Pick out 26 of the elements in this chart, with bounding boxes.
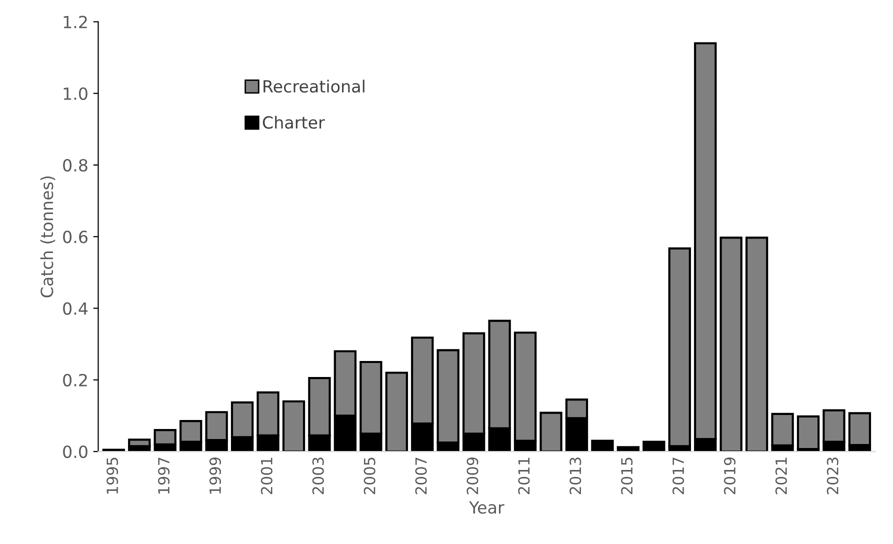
x-tick-label: 2005 — [364, 458, 376, 494]
x-tick-label: 2021 — [775, 458, 787, 494]
x-axis-title: Year — [469, 501, 504, 514]
x-tick-label: 2011 — [518, 458, 530, 494]
x-tick-label: 2003 — [312, 458, 324, 494]
x-tick-label: 1997 — [158, 458, 170, 494]
x-tick-label: 2023 — [826, 458, 838, 494]
x-tick-label: 2017 — [672, 458, 684, 494]
legend-label: Recreational — [264, 80, 364, 93]
y-tick-label: 0.2 — [63, 374, 87, 386]
y-tick-label: 0.0 — [63, 445, 88, 458]
y-tick-label: 0.6 — [63, 230, 88, 244]
x-tick-label: 2009 — [466, 457, 478, 494]
x-tick-label: 2001 — [260, 458, 272, 494]
y-tick-label: 1.2 — [64, 16, 87, 28]
x-tick-label: 2007 — [415, 458, 427, 494]
y-tick-label: 0.8 — [63, 158, 88, 172]
x-tick-label: 2019 — [724, 457, 736, 494]
y-axis-title: Catch (tonnes) — [40, 176, 56, 298]
x-tick-label: 1999 — [209, 457, 221, 494]
x-tick-label: 1995 — [106, 458, 118, 494]
y-tick-label: 1.0 — [64, 87, 88, 100]
y-tick-label: 0.4 — [63, 302, 88, 315]
legend-label: Charter — [262, 116, 325, 129]
x-tick-label: 2015 — [621, 458, 633, 494]
x-tick-label: 2013 — [570, 458, 582, 494]
